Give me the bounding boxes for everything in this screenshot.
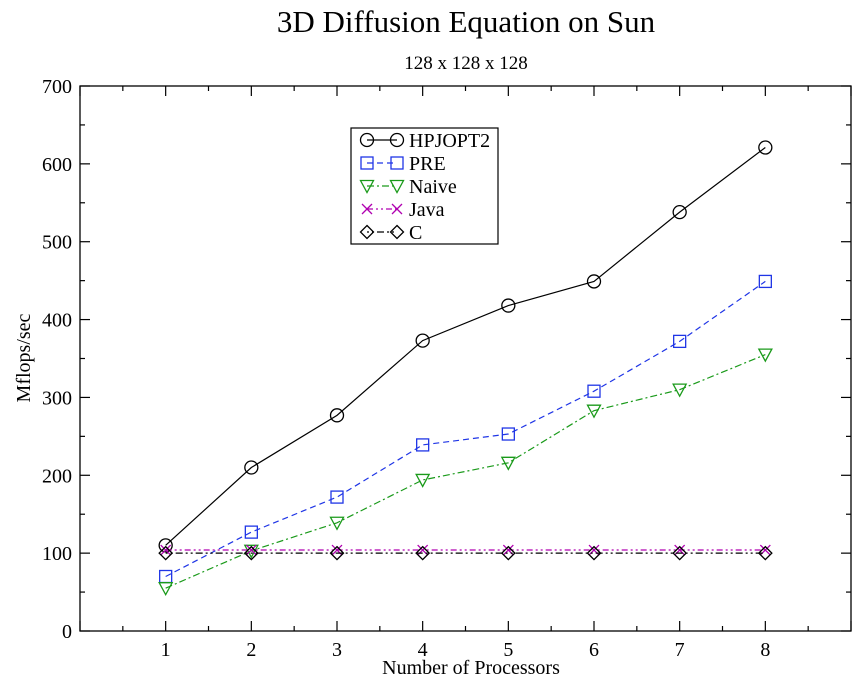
y-tick-label: 700 (42, 76, 72, 98)
legend-marker-pre (390, 156, 404, 170)
legend-marker-c (359, 224, 375, 240)
legend-label-pre: PRE (409, 153, 446, 175)
legend-marker-naive (359, 179, 375, 194)
data-point-naive (500, 456, 516, 471)
data-point-hpjopt2 (415, 333, 430, 348)
data-point-pre (330, 490, 344, 504)
series-line-naive (165, 354, 766, 589)
x-tick-label: 6 (589, 639, 599, 661)
chart-subtitle: 128 x 128 x 128 (404, 53, 528, 74)
data-point-naive (757, 348, 773, 363)
data-point-hpjopt2 (329, 408, 345, 423)
data-point-c (243, 545, 259, 561)
axes: 0 100 200 300 400 500 600 700 1 2 3 4 5 6 7 8 (42, 76, 852, 661)
data-point-hpjopt2 (672, 204, 687, 220)
data-point-hpjopt2 (586, 274, 602, 289)
y-tick-label: 400 (42, 310, 72, 332)
data-point-pre (244, 525, 258, 539)
data-point-c (329, 545, 345, 561)
legend-label-hpjopt2: HPJOPT2 (409, 130, 490, 152)
data-point-pre (416, 438, 430, 452)
data-point-c (158, 545, 174, 561)
legend-label-java: Java (409, 199, 445, 221)
data-point-hpjopt2 (501, 298, 516, 313)
legend-marker-java (391, 203, 403, 215)
data-point-hpjopt2 (244, 460, 259, 475)
y-tick-label: 300 (42, 387, 72, 409)
data-point-java (160, 544, 172, 556)
data-point-hpjopt2 (158, 538, 173, 553)
x-tick-label: 7 (675, 639, 685, 661)
x-tick-label: 3 (332, 639, 342, 661)
data-point-c (415, 545, 431, 561)
y-axis-label: Mflops/sec (13, 313, 35, 402)
data-point-c (757, 545, 773, 561)
data-point-c (500, 545, 516, 561)
x-tick-label: 4 (418, 639, 428, 661)
data-point-naive (158, 582, 174, 597)
x-tick-label: 2 (246, 639, 256, 661)
data-point-naive (243, 544, 259, 559)
series-layer (158, 140, 773, 597)
y-tick-label: 100 (42, 543, 72, 565)
data-point-java (245, 544, 257, 556)
series-line-hpjopt2 (165, 147, 766, 546)
legend-marker-hpjopt2 (389, 132, 405, 148)
y-tick-label: 0 (62, 621, 72, 643)
data-point-c (672, 545, 688, 561)
data-point-naive (586, 404, 602, 419)
data-point-pre (587, 384, 601, 398)
y-tick-label: 500 (42, 232, 72, 254)
x-tick-label: 5 (503, 639, 513, 661)
data-point-naive (415, 473, 431, 488)
data-point-pre (758, 274, 772, 289)
legend-box (350, 127, 499, 245)
legend-marker-pre (360, 156, 374, 170)
data-point-c (586, 545, 602, 561)
chart-title: 3D Diffusion Equation on Sun (277, 4, 656, 39)
legend-marker-c (389, 224, 405, 240)
legend-label-naive: Naive (409, 176, 457, 198)
x-tick-label: 1 (161, 639, 171, 661)
data-point-pre (501, 427, 515, 441)
data-point-naive (672, 383, 688, 398)
legend-label-c: C (409, 222, 422, 244)
data-point-naive (329, 516, 345, 531)
x-axis-label: Number of Processors (382, 657, 560, 679)
legend-marker-java (361, 203, 373, 215)
x-tick-label: 8 (760, 639, 770, 661)
legend-marker-hpjopt2 (359, 132, 375, 148)
y-tick-label: 200 (42, 465, 72, 487)
y-tick-label: 600 (42, 154, 72, 176)
series-line-pre (165, 280, 766, 578)
legend-marker-naive (389, 179, 405, 194)
data-point-hpjopt2 (758, 140, 773, 155)
data-point-pre (673, 334, 687, 349)
